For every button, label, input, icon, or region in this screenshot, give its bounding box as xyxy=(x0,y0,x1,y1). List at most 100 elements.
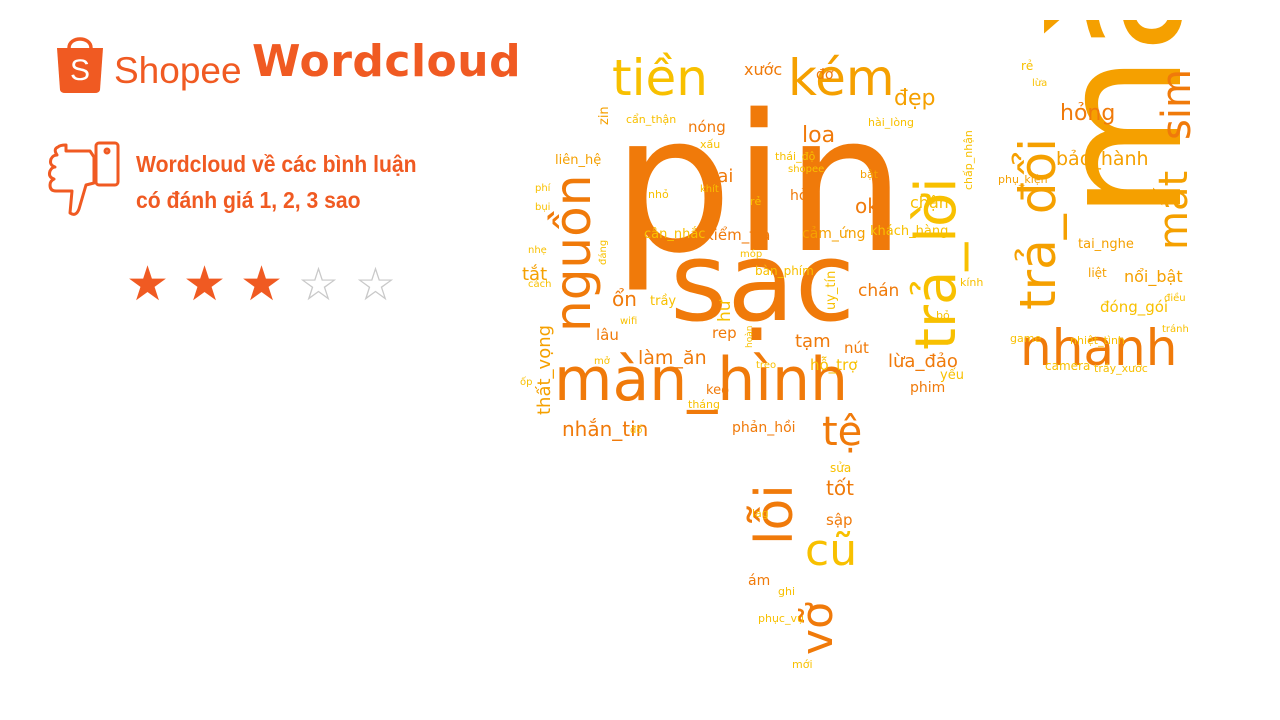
word-cloud-term: loa xyxy=(802,123,835,148)
caption-line-2: có đánh giá 1, 2, 3 sao xyxy=(136,187,361,213)
word-cloud-term: lag xyxy=(752,507,769,520)
word-cloud-term: đẹp xyxy=(894,86,935,111)
word-cloud-term: zin xyxy=(597,106,612,125)
word-cloud-term: đáng xyxy=(597,240,609,265)
word-cloud-term: sạc xyxy=(670,218,855,346)
word-cloud-term: trầy xyxy=(650,294,676,309)
word-cloud-term: kính xyxy=(960,276,983,289)
word-cloud-term: bỏ xyxy=(936,309,950,322)
word-cloud-term: lừa xyxy=(1032,77,1047,89)
word-cloud-term: tránh xyxy=(1162,323,1189,335)
word-cloud-term: đổ xyxy=(630,423,642,436)
word-cloud-term: tệ xyxy=(822,409,862,455)
word-cloud-term: uy_tín xyxy=(824,271,839,310)
word-cloud-term: trả_lời xyxy=(904,177,969,350)
word-cloud-term: chán xyxy=(858,281,899,301)
word-cloud-term: nhanh xyxy=(1020,319,1177,377)
word-cloud-term: shopee xyxy=(788,164,824,175)
star-rating: ★ ★ ★ ☆ ☆ xyxy=(124,256,399,312)
star-filled-icon: ★ xyxy=(182,256,227,312)
word-cloud-term: hỗ_trợ xyxy=(810,356,858,375)
word-cloud-term: mất xyxy=(1151,171,1197,250)
word-cloud-term: wifi xyxy=(620,316,637,327)
star-filled-icon: ★ xyxy=(239,256,284,312)
word-cloud-term: màu xyxy=(1023,20,1220,220)
word-cloud-term: liệt xyxy=(1088,266,1107,280)
word-cloud-term: kém xyxy=(788,49,895,107)
word-cloud-term: phản_hồi xyxy=(732,419,796,436)
word-cloud-term: màn_hình xyxy=(554,345,848,415)
word-cloud-term: hở xyxy=(790,188,808,204)
word-cloud-term: ám xyxy=(748,573,770,589)
word-cloud-term: lâu xyxy=(596,326,619,344)
word-cloud-term: phục_vụ xyxy=(758,612,804,625)
word-cloud-term: bụi xyxy=(535,202,550,213)
word-cloud-term: chậm xyxy=(910,193,954,212)
word-cloud-term: liên_hệ xyxy=(555,153,601,168)
word-cloud-term: phụ_kiện xyxy=(998,173,1048,186)
word-cloud-term: thất_vọng xyxy=(534,325,555,415)
word-cloud-term: vỡ xyxy=(792,602,843,655)
word-cloud-term: bảo_hành xyxy=(1056,148,1149,170)
word-cloud-term: nhẹ xyxy=(528,245,547,256)
word-cloud-term: tai_nghe xyxy=(1078,237,1134,252)
word-cloud-term: lỗi xyxy=(745,484,805,545)
word-cloud-term: cẩn_thận xyxy=(626,113,676,126)
word-cloud-term: đơ xyxy=(816,67,834,83)
word-cloud-term: móp xyxy=(740,248,762,260)
logo-letter: S xyxy=(70,54,90,87)
word-cloud-term: cũ xyxy=(805,525,857,576)
thumbs-down-phone-icon xyxy=(48,141,120,216)
word-cloud-term: nhỏ xyxy=(648,188,669,201)
star-empty-icon: ☆ xyxy=(297,257,340,311)
word-cloud-term: kiểm_tra xyxy=(705,226,770,245)
word-cloud-term: hài_lòng xyxy=(868,116,914,129)
word-cloud-term: làm_ăn xyxy=(638,347,707,369)
word-cloud-term: nóng xyxy=(688,118,726,136)
word-cloud-term: mới xyxy=(792,658,813,670)
word-cloud-term: cảm_ứng xyxy=(802,226,866,242)
word-cloud-term: chấp_nhận xyxy=(962,130,975,190)
word-cloud-term: rẻ xyxy=(750,195,762,208)
word-cloud-term: thái_độ xyxy=(775,150,816,163)
word-cloud-term: phim xyxy=(910,380,945,396)
word-cloud-term: tháng xyxy=(688,398,720,411)
word-cloud-term: rep xyxy=(712,324,737,342)
shopee-logo-icon: S xyxy=(57,37,103,93)
word-cloud-term: ốp xyxy=(520,376,532,388)
word-cloud-term: bật xyxy=(860,168,879,181)
word-cloud-term: xước xyxy=(744,60,782,79)
word-cloud-term: trầy_xước xyxy=(1094,362,1148,375)
word-cloud-term: khít xyxy=(700,183,719,195)
word-cloud-term: nhiệt_tình xyxy=(1070,334,1125,347)
word-cloud-term: keo xyxy=(706,383,729,398)
word-cloud-term: cân_nhắc xyxy=(644,227,705,242)
word-cloud-term: tốt xyxy=(826,476,854,500)
word-cloud-term: khách_hàng xyxy=(870,224,948,239)
word-cloud-term: xấu xyxy=(700,138,720,151)
star-empty-icon: ☆ xyxy=(354,257,397,311)
word-cloud-term: hoàn xyxy=(745,326,755,348)
word-cloud-term: đóng_gói xyxy=(1100,298,1168,317)
word-cloud-term: yếu xyxy=(940,368,964,383)
word-cloud-term: ổn xyxy=(612,287,637,311)
word-cloud-term: tắt xyxy=(522,264,547,285)
word-cloud-term: camera xyxy=(1045,359,1090,373)
word-cloud-term: bàn_phím xyxy=(755,264,814,278)
word-cloud-term: phí xyxy=(535,182,552,194)
word-cloud-term: mở xyxy=(594,355,611,367)
word-cloud-term: cách xyxy=(528,278,551,290)
word-cloud-term: game xyxy=(1010,332,1041,345)
word-cloud-term: sai xyxy=(708,166,733,187)
word-cloud-term: tiền xyxy=(612,49,708,107)
page-title: Wordcloud xyxy=(252,36,522,87)
word-cloud-term: sửa xyxy=(830,461,851,475)
word-cloud-term: ghi xyxy=(778,585,795,598)
word-cloud-term: hỏng xyxy=(1060,101,1115,126)
word-cloud-term: nguồn xyxy=(544,175,602,332)
word-cloud-term: treo xyxy=(756,360,776,371)
brand-name: Shopee xyxy=(114,50,242,91)
word-cloud-term: điều xyxy=(1164,292,1186,304)
word-cloud-term: nhắn_tin xyxy=(562,417,648,441)
